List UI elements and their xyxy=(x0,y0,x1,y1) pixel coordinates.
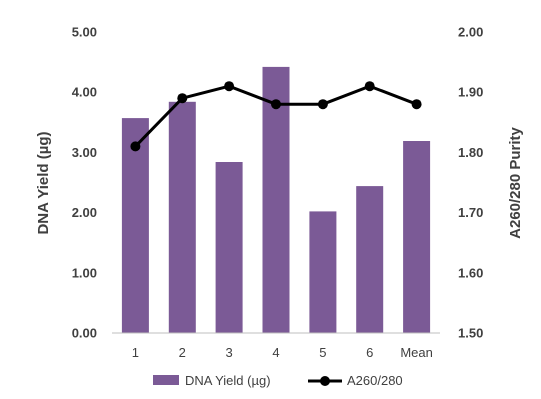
y-tick-label: 0.00 xyxy=(72,326,97,341)
bar-mean xyxy=(403,141,431,333)
bar-6 xyxy=(356,186,384,333)
x-tick-label: 5 xyxy=(319,345,326,360)
a260-280-point-2 xyxy=(177,93,188,104)
y-tick-label: 4.00 xyxy=(72,85,97,100)
bar-5 xyxy=(309,211,337,333)
y2-tick-label: 1.50 xyxy=(458,326,483,341)
bar-series xyxy=(121,66,431,334)
a260-280-point-5 xyxy=(317,99,328,110)
y2-tick-label: 1.90 xyxy=(458,85,483,100)
legend-label-a260-280: A260/280 xyxy=(347,373,403,388)
y2-axis-ticks: 1.50 1.60 1.70 1.80 1.90 2.00 xyxy=(458,25,483,341)
y-axis-title: DNA Yield (µg) xyxy=(35,131,52,234)
x-tick-label: 4 xyxy=(272,345,279,360)
y-tick-label: 3.00 xyxy=(72,145,97,160)
x-tick-label: 1 xyxy=(132,345,139,360)
y2-tick-label: 2.00 xyxy=(458,25,483,40)
x-axis-ticks: 1 2 3 4 5 6 Mean xyxy=(132,345,433,360)
legend: DNA Yield (µg) A260/280 xyxy=(153,373,403,388)
bar-2 xyxy=(168,101,196,333)
y2-axis-title: A260/280 Purity xyxy=(507,126,524,238)
bar-4 xyxy=(262,66,290,334)
legend-swatch-marker xyxy=(320,376,330,386)
a260-280-point-mean xyxy=(411,99,422,110)
bar-3 xyxy=(215,162,243,333)
x-tick-label: 6 xyxy=(366,345,373,360)
x-tick-label: 3 xyxy=(225,345,232,360)
a260-280-point-4 xyxy=(271,99,281,110)
line-series xyxy=(130,81,422,152)
y-tick-label: 5.00 xyxy=(72,25,97,40)
y-tick-label: 2.00 xyxy=(72,205,97,220)
a260-280-point-6 xyxy=(364,81,375,92)
x-tick-label: Mean xyxy=(400,345,433,360)
y-axis-ticks: 0.00 1.00 2.00 3.00 4.00 5.00 xyxy=(72,25,97,341)
y-tick-label: 1.00 xyxy=(72,265,97,280)
y2-tick-label: 1.80 xyxy=(458,145,483,160)
bar-1 xyxy=(121,118,149,333)
y2-tick-label: 1.60 xyxy=(458,265,483,280)
legend-label-dna-yield: DNA Yield (µg) xyxy=(185,373,271,388)
a260-280-point-3 xyxy=(224,81,235,92)
y2-tick-label: 1.70 xyxy=(458,205,483,220)
legend-swatch-dna-yield xyxy=(153,375,179,385)
a260-280-point-1 xyxy=(130,141,141,152)
x-tick-label: 2 xyxy=(179,345,186,360)
